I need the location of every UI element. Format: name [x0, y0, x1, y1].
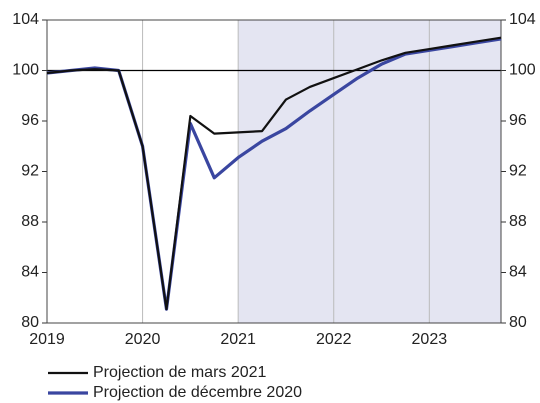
y2-tick-label: 100 — [509, 62, 536, 79]
x-tick-label: 2022 — [316, 331, 352, 348]
x-tick-label: 2023 — [412, 331, 448, 348]
legend-label: Projection de mars 2021 — [93, 364, 267, 381]
y-tick-label: 104 — [12, 11, 39, 28]
y2-tick-label: 92 — [509, 163, 527, 180]
y-tick-label: 80 — [21, 314, 39, 331]
y-tick-label: 88 — [21, 213, 39, 230]
x-tick-label: 2019 — [29, 331, 65, 348]
y2-tick-label: 96 — [509, 112, 527, 129]
y2-tick-label: 88 — [509, 213, 527, 230]
x-tick-label: 2021 — [220, 331, 256, 348]
series-line — [46, 36, 502, 311]
plot-frame — [46, 19, 502, 324]
y-tick-label: 100 — [12, 62, 39, 79]
legend-label: Projection de décembre 2020 — [93, 384, 302, 401]
x-tick-label: 2020 — [125, 331, 161, 348]
y-tick-label: 92 — [21, 163, 39, 180]
y2-tick-label: 84 — [509, 264, 527, 281]
y2-tick-label: 104 — [509, 11, 536, 28]
y2-tick-label: 80 — [509, 314, 527, 331]
y-tick-label: 96 — [21, 112, 39, 129]
y-tick-label: 84 — [21, 264, 39, 281]
